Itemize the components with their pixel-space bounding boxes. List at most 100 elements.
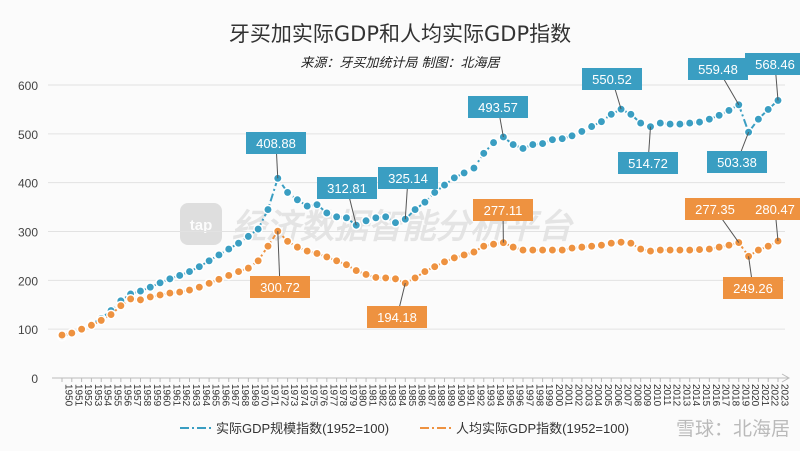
data-point	[263, 204, 273, 215]
x-tick-label: 2002	[573, 384, 584, 407]
data-point	[302, 201, 313, 212]
data-point	[253, 224, 264, 235]
x-tick-label: 1968	[239, 384, 250, 407]
data-point	[361, 269, 372, 280]
data-point	[96, 315, 107, 326]
data-point	[518, 245, 528, 256]
data-label-box	[618, 152, 678, 174]
data-label-box	[745, 53, 800, 75]
x-tick-label: 2015	[700, 384, 711, 407]
data-label: 277.11	[473, 199, 533, 243]
data-point	[714, 110, 725, 121]
data-point	[606, 109, 617, 120]
data-point	[282, 236, 293, 247]
data-label-box	[723, 277, 783, 299]
x-tick-label: 1974	[298, 384, 309, 407]
data-point	[645, 246, 656, 256]
data-point	[557, 133, 568, 144]
data-point	[518, 143, 528, 154]
data-label-text: 280.47	[755, 202, 795, 217]
data-point	[478, 148, 489, 159]
data-point	[674, 119, 685, 130]
data-label-box	[246, 132, 306, 154]
data-point	[537, 138, 548, 149]
data-point	[567, 130, 577, 141]
data-point	[341, 259, 352, 270]
data-point	[625, 109, 636, 120]
data-point	[674, 245, 685, 256]
x-tick-label: 2014	[690, 384, 701, 407]
x-tick-label: 1978	[337, 384, 348, 407]
x-tick-label: 1983	[386, 384, 397, 407]
x-tick-label: 1951	[72, 384, 83, 407]
data-point	[508, 139, 519, 150]
data-point	[390, 273, 401, 284]
data-point	[557, 245, 568, 256]
data-point	[321, 251, 332, 262]
data-label: 493.57	[468, 96, 528, 138]
x-tick-label: 1963	[190, 384, 201, 407]
x-tick-label: 1989	[445, 384, 456, 407]
data-point	[459, 167, 470, 178]
x-tick-label: 1970	[259, 384, 270, 407]
data-point	[459, 249, 470, 260]
x-tick-label: 2019	[739, 384, 750, 407]
x-tick-label: 1965	[210, 384, 221, 407]
data-point	[714, 242, 725, 253]
data-point	[449, 252, 460, 263]
x-tick-label: 1999	[543, 384, 554, 407]
x-tick-label: 1971	[268, 384, 279, 407]
x-tick-label: 1956	[121, 384, 132, 407]
x-tick-label: 1964	[200, 384, 211, 407]
data-label: 277.35	[685, 198, 745, 243]
x-tick-label: 1988	[435, 384, 446, 407]
data-label: 503.38	[707, 132, 767, 173]
data-point	[694, 117, 705, 128]
data-point	[547, 134, 558, 145]
x-tick-label: 1954	[102, 384, 113, 407]
x-tick-label: 2004	[592, 384, 603, 407]
data-point	[370, 212, 381, 223]
data-point	[164, 288, 175, 298]
x-tick-label: 1993	[484, 384, 495, 407]
data-point	[125, 293, 136, 304]
x-tick-label: 2020	[749, 384, 760, 407]
data-point	[263, 241, 273, 252]
x-tick-label: 2018	[729, 384, 740, 407]
chart-subtitle: 来源：牙买加统计局 制图：北海居	[300, 56, 500, 71]
data-point	[331, 255, 342, 266]
data-label-text: 503.38	[717, 155, 757, 170]
x-tick-label: 2005	[602, 384, 613, 407]
data-point	[567, 243, 577, 254]
data-point	[86, 320, 97, 331]
chart-title: 牙买加实际GDP和人均实际GDP指数	[228, 22, 572, 46]
data-point	[213, 274, 224, 285]
data-point	[321, 207, 332, 218]
data-point	[488, 137, 499, 148]
x-tick-label: 2013	[680, 384, 691, 407]
data-label-text: 277.11	[484, 203, 523, 218]
legend-label: 人均实际GDP指数(1952=100)	[456, 421, 629, 436]
data-point	[410, 204, 421, 215]
data-point	[135, 294, 146, 305]
x-tick-label: 1960	[161, 384, 172, 407]
x-tick-label: 1997	[523, 384, 534, 407]
data-label-text: 325.14	[388, 171, 428, 186]
series-per-capita	[57, 226, 783, 340]
data-point	[596, 240, 607, 251]
data-point	[243, 263, 254, 274]
data-label: 325.14	[378, 167, 438, 220]
data-label-text: 408.88	[256, 136, 296, 151]
series-gdp	[57, 95, 783, 342]
data-point	[763, 104, 774, 115]
data-label-text: 300.72	[260, 280, 300, 295]
data-point	[302, 246, 313, 256]
data-point	[684, 118, 695, 129]
y-tick-label: 300	[18, 226, 38, 240]
data-point	[184, 285, 195, 296]
data-point	[724, 105, 734, 116]
y-tick-label: 100	[18, 323, 38, 337]
data-point	[616, 237, 627, 248]
data-label-box	[685, 198, 745, 220]
